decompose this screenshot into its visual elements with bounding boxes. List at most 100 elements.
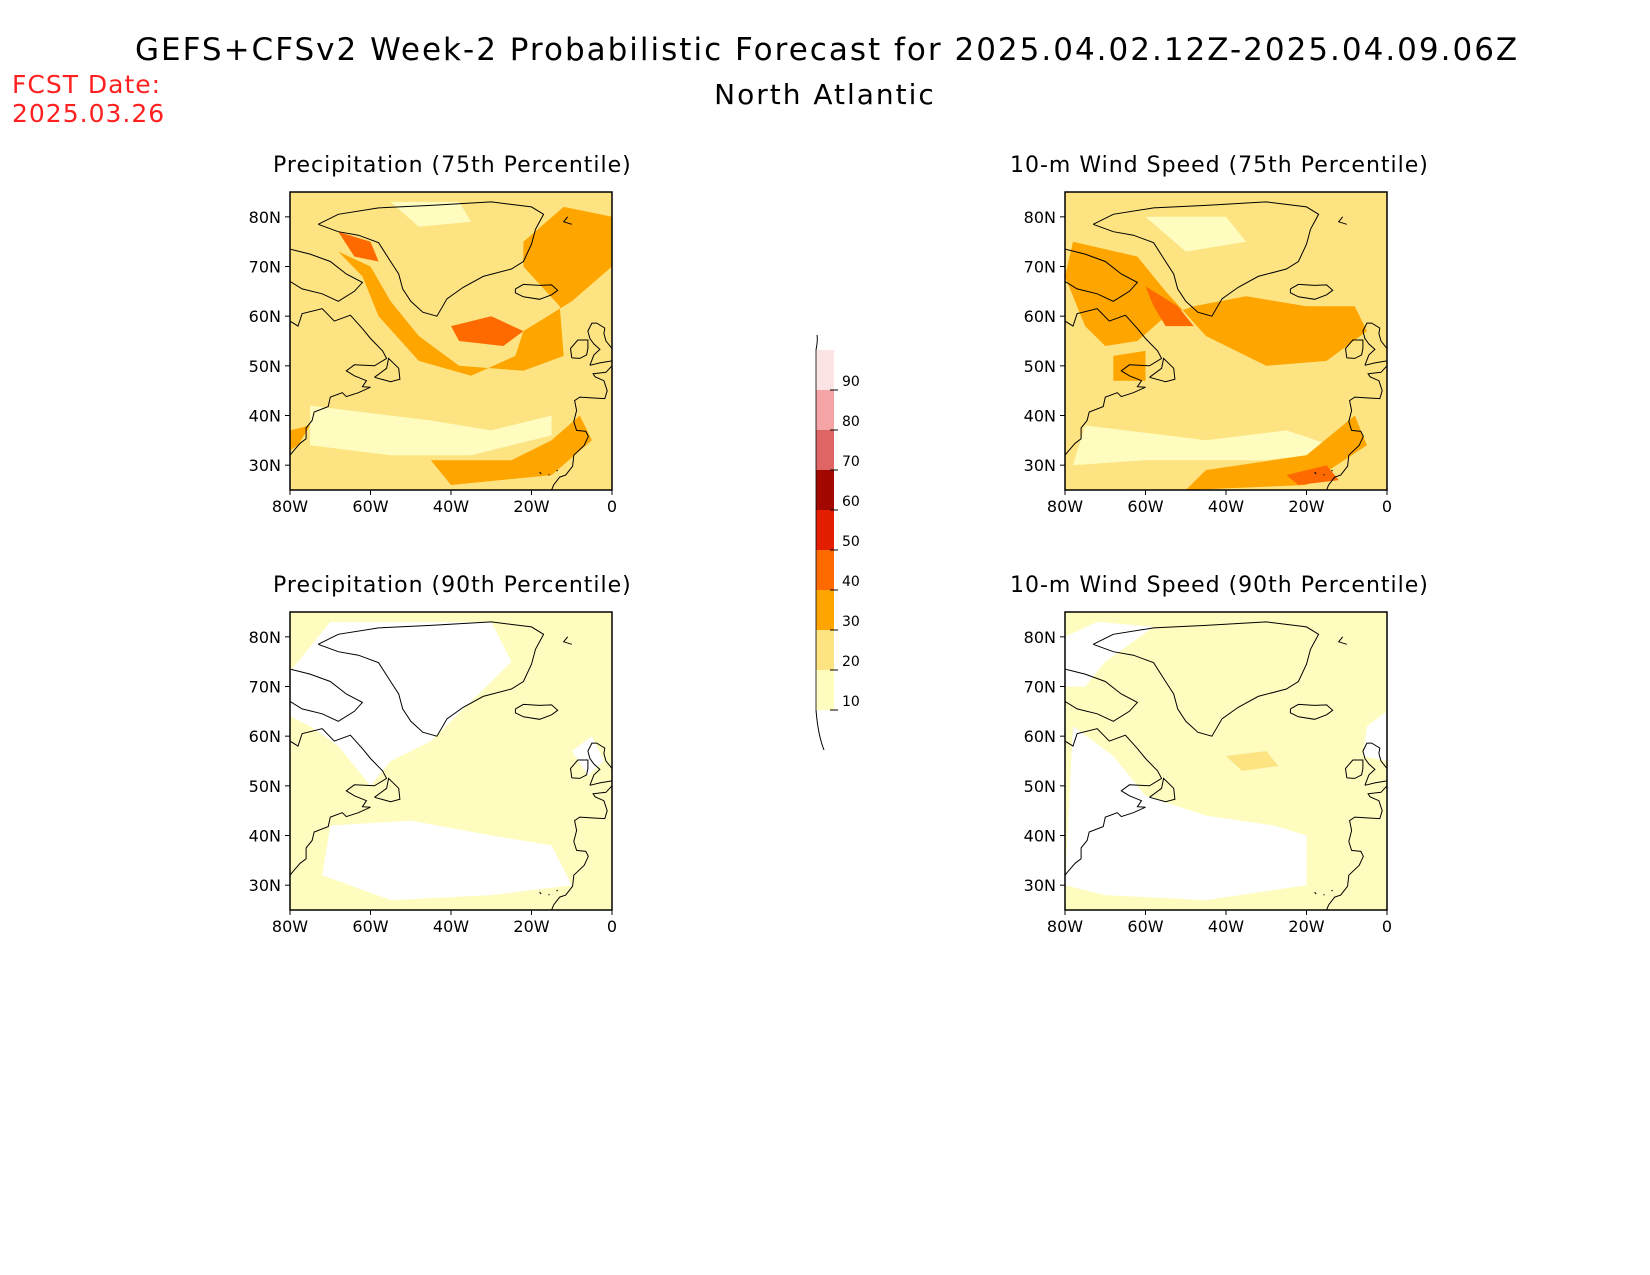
lon-tick-label: 40W (433, 497, 469, 516)
lat-tick-label: 40N (249, 407, 281, 426)
probability-region (1226, 751, 1279, 771)
coastline (1289, 283, 1334, 300)
coastline (514, 283, 559, 300)
lon-tick-label: 40W (1208, 497, 1244, 516)
probability-shading (1065, 192, 1387, 490)
panel-title: 10-m Wind Speed (90th Percentile) (1010, 573, 1429, 598)
lat-tick-label: 30N (249, 456, 281, 475)
lat-tick-label: 50N (249, 357, 281, 376)
coastline (569, 759, 589, 779)
lon-tick-label: 20W (513, 917, 549, 936)
coastline (1065, 248, 1139, 302)
coastline (556, 469, 559, 472)
coastline (1344, 339, 1364, 359)
coastline (1362, 742, 1387, 786)
coastline (1092, 201, 1320, 317)
colorbar-bottom-cap (815, 709, 825, 750)
colorbar-tick-label: 50 (842, 534, 860, 550)
lon-tick-label: 0 (1382, 917, 1392, 936)
map-wind-75: 80N 70N 60N 50N 40N 30N 80W 60W 40W 20W 0 (1024, 191, 1392, 516)
panel-title: Precipitation (90th Percentile) (273, 573, 632, 598)
probability-region (290, 621, 512, 786)
coastline (587, 322, 612, 366)
lat-tick-label: 60N (1024, 727, 1056, 746)
map-precip-75: 80N 70N 60N 50N 40N 30N 80W 60W 40W 20W 0 (249, 191, 617, 516)
lon-tick-label: 0 (1382, 497, 1392, 516)
probability-shading (290, 612, 612, 910)
region-subtitle: North Atlantic (714, 78, 936, 111)
panel-precip-90: Precipitation (90th Percentile) 80N 70N 60… (225, 570, 631, 940)
coastline (551, 785, 612, 910)
probability-shading (290, 192, 612, 490)
lat-tick-label: 60N (1024, 307, 1056, 326)
probability-region (1065, 621, 1154, 687)
probability-region (338, 206, 612, 376)
colorbar-tick-label: 90 (842, 374, 860, 390)
probability-region (310, 405, 552, 456)
coastline (317, 621, 545, 737)
probability-region (338, 231, 379, 262)
probability-region (322, 820, 572, 901)
colorbar: 10 20 30 40 50 60 70 80 90 (815, 334, 860, 750)
coastline (1326, 365, 1387, 490)
lat-tick-label: 70N (1024, 258, 1056, 277)
colorbar-tick-label: 40 (842, 574, 860, 590)
lon-tick-label: 20W (513, 497, 549, 516)
coastline (1326, 785, 1387, 910)
lat-tick-label: 30N (1024, 876, 1056, 895)
probability-region (430, 415, 592, 485)
coastline (548, 894, 550, 896)
lat-tick-label: 50N (249, 777, 281, 796)
coastline (514, 703, 559, 720)
coastline (1065, 308, 1163, 456)
lat-tick-label: 50N (1024, 357, 1056, 376)
lon-tick-label: 60W (1127, 497, 1163, 516)
probability-region (1073, 425, 1347, 466)
lon-tick-label: 60W (352, 497, 388, 516)
probability-region (1065, 726, 1307, 901)
panel-title: 10-m Wind Speed (75th Percentile) (1010, 153, 1429, 178)
forecast-date-label: FCST Date: (12, 70, 162, 99)
coastlines (290, 201, 612, 490)
lat-tick-label: 40N (249, 827, 281, 846)
probability-region (290, 425, 311, 451)
coastline (551, 365, 612, 490)
coastlines (290, 621, 612, 910)
probability-region (1362, 711, 1387, 761)
panel-wind-90: 10-m Wind Speed (90th Percentile) 80N 70N… (1000, 570, 1428, 940)
coastline (1092, 621, 1320, 737)
probability-region (1286, 465, 1339, 485)
map-precip-90: 80N 70N 60N 50N 40N 30N 80W 60W 40W 20W 0 (249, 611, 617, 936)
lat-tick-label: 80N (1024, 628, 1056, 647)
lat-tick-label: 80N (1024, 208, 1056, 227)
colorbar-swatch (816, 510, 834, 550)
lon-tick-label: 0 (607, 497, 617, 516)
colorbar-swatch (816, 470, 834, 510)
colorbar-tick-label: 20 (842, 654, 860, 670)
lon-tick-label: 80W (272, 917, 308, 936)
coastline (539, 891, 542, 895)
coastline (539, 471, 542, 475)
coastline (1065, 728, 1163, 876)
colorbar-tick-label: 60 (842, 494, 860, 510)
coastline (290, 728, 388, 876)
lat-tick-label: 40N (1024, 827, 1056, 846)
coastline (1337, 636, 1347, 645)
lon-tick-label: 60W (1127, 917, 1163, 936)
coastline (1331, 889, 1334, 892)
forecast-date-block: FCST Date: 2025.03.26 (12, 70, 165, 128)
lat-tick-label: 80N (249, 628, 281, 647)
coastlines (1065, 621, 1387, 910)
lat-tick-label: 30N (1024, 456, 1056, 475)
lon-tick-label: 80W (1047, 497, 1083, 516)
lon-tick-label: 60W (352, 917, 388, 936)
lat-tick-label: 70N (249, 258, 281, 277)
probability-shading (1065, 612, 1387, 910)
colorbar-swatch (816, 390, 834, 430)
coastline (1149, 777, 1176, 803)
colorbar-tick-label: 70 (842, 454, 860, 470)
lat-tick-label: 80N (249, 208, 281, 227)
lat-tick-label: 30N (249, 876, 281, 895)
coastline (317, 201, 545, 317)
lon-tick-label: 0 (607, 917, 617, 936)
